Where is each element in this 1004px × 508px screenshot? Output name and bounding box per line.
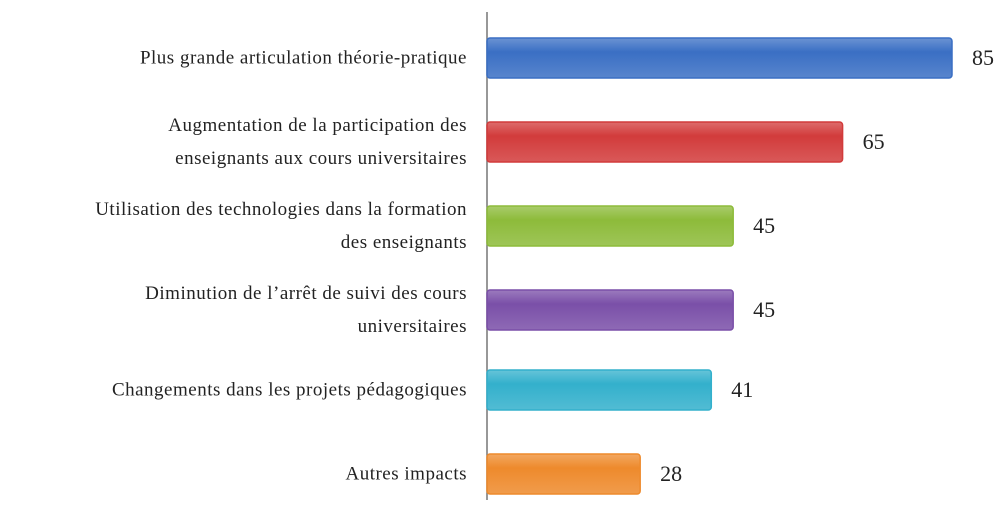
bar [486, 121, 844, 163]
category-label: Diminution de l’arrêt de suivi des cours… [145, 283, 467, 337]
category-label: Plus grande articulation théorie-pratiqu… [139, 47, 467, 69]
category-label: Autres impacts [345, 463, 467, 485]
category-label: Changements dans les projets pédagogique… [111, 379, 467, 401]
bar [486, 37, 953, 79]
value-label: 41 [731, 377, 753, 402]
value-label: 85 [972, 45, 994, 70]
bar [486, 453, 641, 495]
category-label: Augmentation de la participation des ens… [168, 115, 467, 169]
category-label: Utilisation des technologies dans la for… [95, 199, 467, 253]
bar [486, 289, 734, 331]
value-label: 65 [863, 129, 885, 154]
value-label: 45 [753, 297, 775, 322]
value-label: 28 [660, 461, 682, 486]
bar [486, 205, 734, 247]
value-label: 45 [753, 213, 775, 238]
bar [486, 369, 713, 411]
